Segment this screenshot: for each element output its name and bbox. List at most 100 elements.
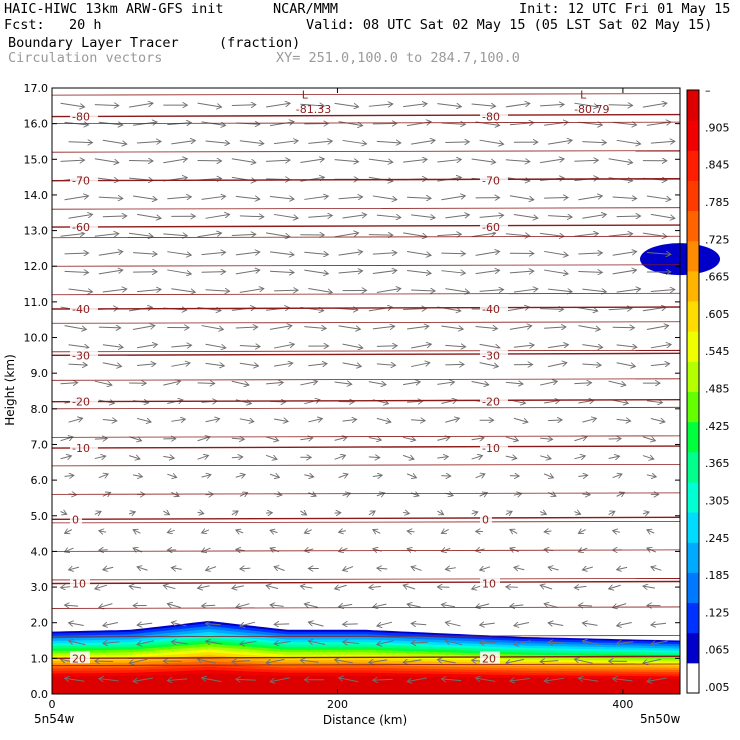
circulation-vector [369,660,388,663]
circulation-vector [60,102,85,107]
circulation-vector [136,344,157,349]
colorbar-label: .365 [705,457,730,470]
circulation-vector [475,270,500,275]
circulation-vector [171,345,191,347]
circulation-vector [69,641,86,646]
circulation-vector [617,567,628,569]
circulation-vector [167,269,191,274]
circulation-vector [205,419,220,422]
circulation-vector [403,437,415,440]
circulation-vector [377,640,394,645]
circulation-vector [132,326,155,331]
circulation-vector [206,623,221,624]
colorbar-swatch [687,662,699,694]
colorbar-frame [686,89,700,694]
circulation-vector [441,679,462,681]
isotherm-line [51,663,681,666]
circulation-vector [167,197,191,199]
circulation-vector [239,419,254,422]
circulation-vector [308,493,316,497]
circulation-vector [133,530,141,534]
circulation-vector [338,271,363,273]
circulation-vector [574,659,593,664]
circulation-vector [163,456,174,458]
circulation-vector [94,105,119,106]
circulation-vector [171,419,185,421]
circulation-vector [201,272,226,273]
circulation-vector [132,195,157,200]
circulation-vector [266,232,290,237]
colorbar-label: – [705,84,711,97]
circulation-vector [342,139,367,144]
colorbar-label: .125 [705,606,730,619]
colorbar-swatch [687,361,699,392]
circulation-vector [231,438,244,439]
circulation-vector [270,252,294,255]
circulation-vector [94,158,119,163]
circulation-vector [236,530,244,533]
circulation-vector [548,345,568,348]
circulation-vector [578,196,602,201]
colorbar-label: .545 [705,345,730,358]
circulation-vector [479,343,500,348]
circulation-vector [304,327,326,329]
circulation-vector [369,586,381,587]
circulation-vector [514,567,525,569]
contour-label: -60 [72,221,90,234]
circulation-vector [65,678,85,681]
circulation-vector [266,513,272,514]
circulation-vector [339,531,347,533]
circulation-vector [368,235,393,236]
circulation-vector [376,417,391,422]
contour-label-bg [70,512,82,525]
circulation-vector [274,567,285,571]
circulation-vector [342,419,357,421]
circulation-vector [368,104,393,106]
circulation-vector [202,605,216,606]
circulation-vector [613,531,621,533]
circulation-vector [437,382,454,384]
circulation-vector [197,455,209,459]
circulation-vector [548,363,567,368]
contour-label-bg [480,173,508,186]
circulation-vector [578,253,602,254]
circulation-vector [270,530,278,532]
y-tick-label: 7.0 [31,438,49,451]
circulation-vector [445,568,456,570]
circulation-vector [608,234,633,236]
circulation-vector [471,233,496,238]
circulation-vector [540,661,559,662]
temperature-contour [51,516,681,521]
circulation-vector [544,197,568,198]
circulation-vector [646,252,671,254]
contour-label: -10 [72,442,90,455]
circulation-vector [372,195,397,200]
circulation-vector [548,216,572,217]
circulation-vector [338,121,363,126]
circulation-vector [506,658,525,663]
circulation-vector [339,548,348,551]
circulation-vector [334,233,359,238]
isotherm-line [51,549,681,552]
circulation-vector [574,456,585,459]
circulation-vector [574,102,598,107]
circulation-vector [510,679,530,681]
contour-label-bg [70,348,98,361]
temperature-contour [51,224,681,228]
circulation-vector [137,623,153,625]
circulation-vector [578,271,602,272]
circulation-vector [513,494,522,496]
x-tick-label: 200 [327,698,348,711]
circulation-vector [129,658,148,663]
circulation-vector [163,511,169,515]
circulation-vector [574,512,580,515]
circulation-vector [612,197,637,198]
circulation-vector [205,214,230,219]
circulation-vector [609,585,621,589]
x-tick-label: 400 [612,698,633,711]
circulation-vector [377,568,388,569]
circulation-vector [376,215,401,217]
circulation-vector [480,623,495,625]
circulation-vector [505,160,530,162]
circulation-vector [342,215,367,219]
